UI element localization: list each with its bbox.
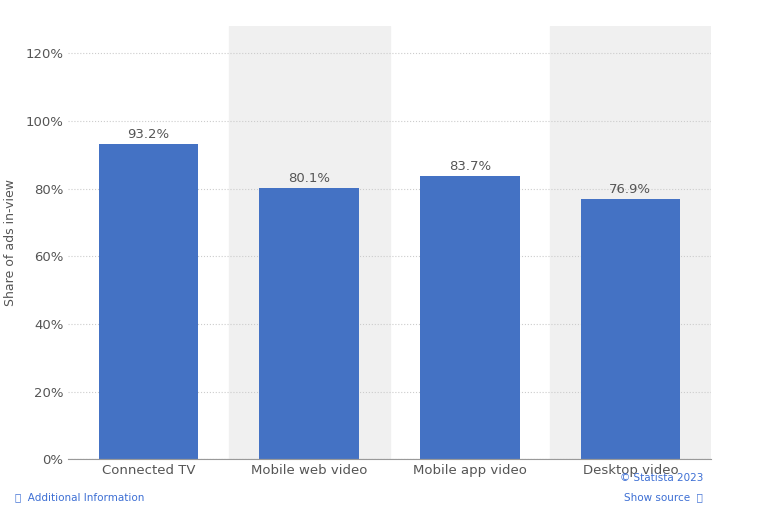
Bar [259,188,359,459]
Bar [229,26,389,459]
Bar [99,144,198,459]
Text: 83.7%: 83.7% [448,160,491,173]
Bar [420,176,520,459]
Bar [581,199,680,459]
Text: 93.2%: 93.2% [128,127,169,140]
Text: 76.9%: 76.9% [610,183,651,196]
Bar [550,26,711,459]
Text: © Statista 2023: © Statista 2023 [619,473,703,483]
Text: ⓘ  Additional Information: ⓘ Additional Information [15,492,144,502]
Y-axis label: Share of ads in-view: Share of ads in-view [5,179,17,306]
Text: 80.1%: 80.1% [288,172,331,185]
Text: Show source  ⓘ: Show source ⓘ [624,492,703,502]
